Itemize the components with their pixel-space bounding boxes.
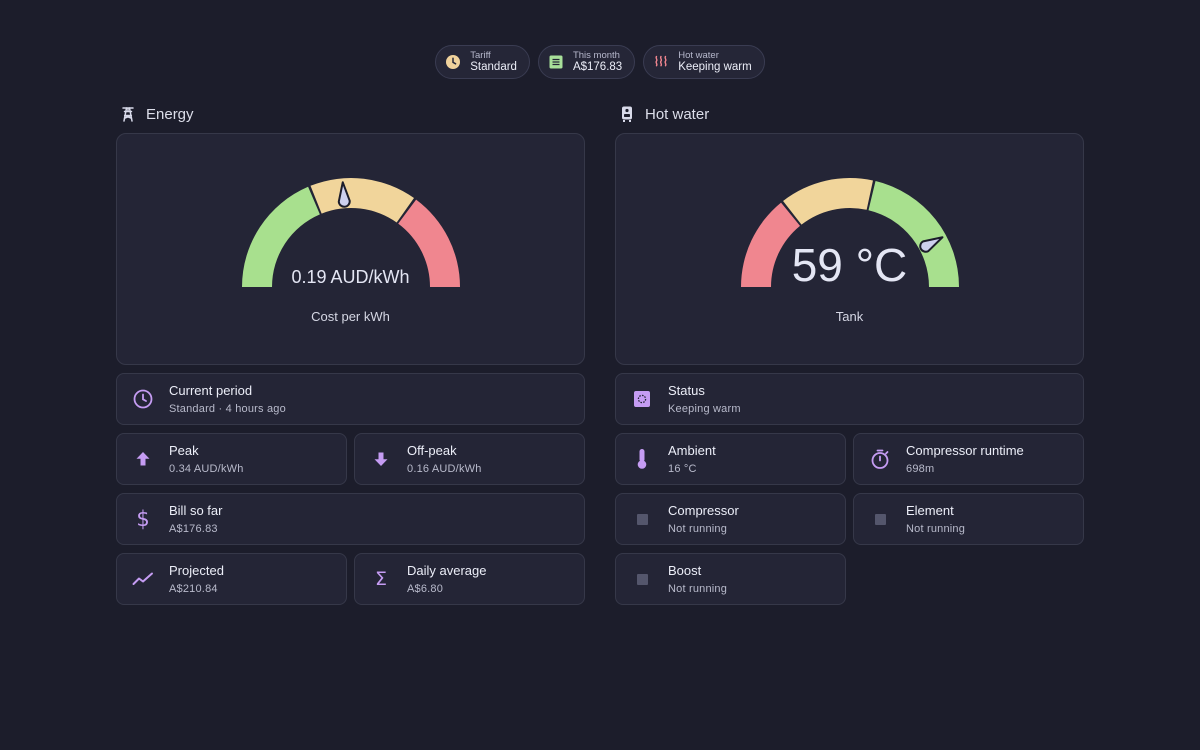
cost-gauge-card[interactable]: 0.19 AUD/kWh Cost per kWh — [116, 133, 585, 365]
tile-name: Ambient — [668, 443, 716, 459]
chip-label: Hot water — [678, 49, 719, 61]
tile-value: A$6.80 — [407, 582, 444, 595]
daily-average-tile[interactable]: Σ Daily average A$6.80 — [354, 553, 585, 605]
arrow-down-icon — [355, 450, 407, 468]
tile-name: Element — [906, 503, 954, 519]
projected-tile[interactable]: Projected A$210.84 — [116, 553, 347, 605]
boost-tile[interactable]: Boost Not running — [615, 553, 846, 605]
tariff-chip[interactable]: Tariff Standard — [435, 45, 530, 79]
gauge-value: 59 °C — [791, 239, 908, 291]
tile-value: 0.34 AUD/kWh — [169, 462, 244, 475]
tank-gauge-card[interactable]: 59 °C Tank — [615, 133, 1084, 365]
peak-tile[interactable]: Peak 0.34 AUD/kWh — [116, 433, 347, 485]
dollar-icon: $ — [136, 507, 150, 531]
tile-value: 16 °C — [668, 462, 697, 475]
gauge-segment — [242, 186, 320, 287]
hot-water-section-title: Hot water — [617, 104, 709, 124]
gauge-value: 0.19 AUD/kWh — [291, 267, 410, 287]
tile-name: Current period — [169, 383, 253, 399]
transmission-tower-icon — [118, 104, 138, 124]
section-title-text: Energy — [146, 105, 194, 123]
tile-value: Not running — [668, 582, 728, 595]
tile-value: Standard · 4 hours ago — [169, 402, 286, 415]
arrow-up-icon — [117, 450, 169, 468]
current-period-tile[interactable]: Current period Standard · 4 hours ago — [116, 373, 585, 425]
tile-name: Boost — [668, 563, 702, 579]
chip-value: A$176.83 — [572, 61, 623, 73]
tile-name: Peak — [169, 443, 199, 459]
water-heater-icon — [617, 104, 637, 124]
gauge-label: Cost per kWh — [311, 309, 390, 324]
tile-name: Compressor — [668, 503, 739, 519]
tile-name: Status — [668, 383, 705, 399]
tile-name: Bill so far — [169, 503, 223, 519]
offpeak-tile[interactable]: Off-peak 0.16 AUD/kWh — [354, 433, 585, 485]
chip-label: This month — [572, 49, 620, 61]
gauge-segment — [783, 178, 873, 225]
tile-value: 0.16 AUD/kWh — [407, 462, 482, 475]
gauge-segment — [310, 178, 415, 223]
tile-name: Compressor runtime — [906, 443, 1024, 459]
chip-value: Standard — [470, 61, 517, 73]
timer-icon — [854, 448, 906, 470]
gauge-needle — [337, 181, 351, 208]
this-month-chip[interactable]: This month A$176.83 — [537, 45, 636, 79]
tile-value: A$176.83 — [169, 522, 218, 535]
section-title-text: Hot water — [645, 105, 710, 123]
heat-waves-icon — [653, 54, 669, 70]
stop-square-icon — [854, 513, 906, 525]
tile-name: Daily average — [407, 563, 487, 579]
compressor-tile[interactable]: Compressor Not running — [615, 493, 846, 545]
trending-line-icon — [117, 571, 169, 587]
receipt-icon — [548, 54, 564, 70]
tank-gauge — [741, 178, 959, 287]
tile-value: 698m — [906, 462, 935, 475]
clock-icon — [445, 54, 461, 70]
cost-gauge — [242, 178, 460, 287]
chip-label: Tariff — [470, 49, 491, 61]
summary-chips: Tariff Standard This month A$176.83 Hot … — [0, 45, 1200, 79]
sigma-icon: Σ — [374, 568, 387, 590]
gauge-segment — [398, 199, 460, 287]
clock-outline-icon — [117, 388, 169, 410]
status-tile[interactable]: Status Keeping warm — [615, 373, 1084, 425]
tile-value: Keeping warm — [668, 402, 741, 415]
stop-square-icon — [616, 513, 668, 525]
ambient-tile[interactable]: Ambient 16 °C — [615, 433, 846, 485]
gauge-label: Tank — [835, 309, 864, 324]
thermometer-icon — [616, 448, 668, 470]
tile-name: Projected — [169, 563, 224, 579]
water-heater-status-icon — [616, 390, 668, 408]
tile-value: A$210.84 — [169, 582, 218, 595]
element-tile[interactable]: Element Not running — [853, 493, 1084, 545]
compressor-runtime-tile[interactable]: Compressor runtime 698m — [853, 433, 1084, 485]
gauge-needle — [919, 236, 944, 253]
tile-value: Not running — [906, 522, 966, 535]
bill-so-far-tile[interactable]: $ Bill so far A$176.83 — [116, 493, 585, 545]
chip-value: Keeping warm — [678, 61, 752, 73]
tile-value: Not running — [668, 522, 728, 535]
gauge-segment — [868, 181, 959, 287]
hot-water-chip[interactable]: Hot water Keeping warm — [643, 45, 765, 79]
stop-square-icon — [616, 573, 668, 585]
gauge-segment — [741, 202, 801, 287]
tile-name: Off-peak — [407, 443, 457, 459]
energy-section-title: Energy — [118, 104, 194, 124]
